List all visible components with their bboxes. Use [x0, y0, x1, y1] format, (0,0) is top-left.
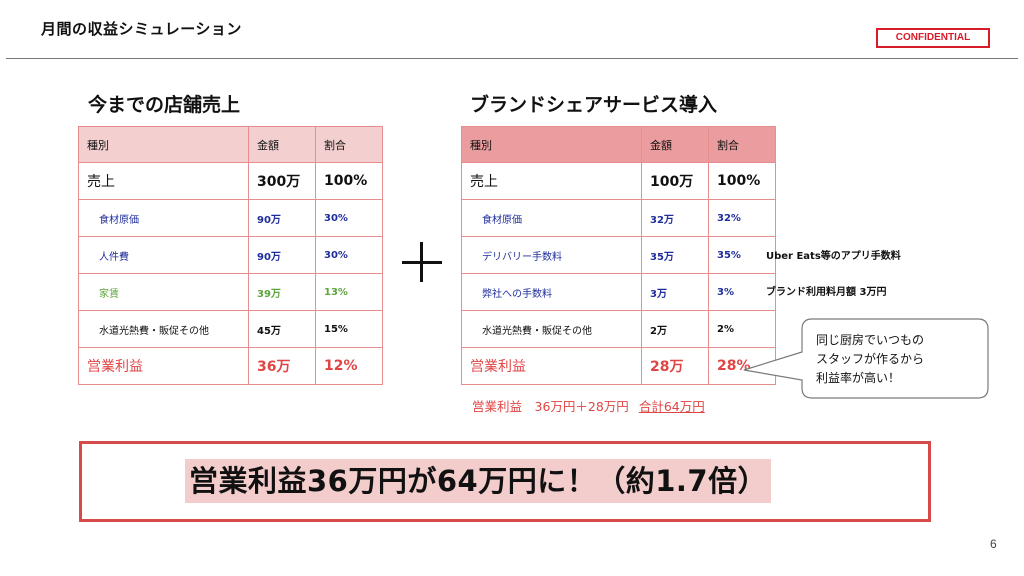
- row-amount: 2万: [641, 310, 709, 348]
- row-label: 営業利益: [461, 347, 642, 385]
- callout-line: 同じ厨房でいつもの: [816, 333, 925, 347]
- table-row: 家賃 39万 13%: [78, 273, 383, 311]
- brand-fee-note: ブランド利用料月額 3万円: [766, 287, 887, 298]
- row-ratio: 100%: [315, 162, 383, 200]
- table-row: 食材原価 90万 30%: [78, 199, 383, 237]
- table-row: 営業利益 36万 12%: [78, 347, 383, 385]
- left-section-heading: 今までの店舗売上: [88, 94, 241, 116]
- table-row: 売上 300万 100%: [78, 162, 383, 200]
- callout-text: 同じ厨房でいつもの スタッフが作るから 利益率が高い！: [816, 331, 924, 388]
- row-ratio: 100%: [708, 162, 776, 200]
- row-label: 売上: [461, 162, 642, 200]
- row-label: 食材原価: [78, 199, 249, 237]
- row-label: 水道光熱費・販促その他: [461, 310, 642, 348]
- brand-share-table: 種別 金額 割合 売上 100万 100% 食材原価 32万 32% デリバリー…: [461, 126, 776, 385]
- speech-bubble-shape: [743, 318, 989, 399]
- column-header-type: 種別: [461, 126, 642, 163]
- row-amount: 3万: [641, 273, 709, 311]
- row-label: 弊社への手数料: [461, 273, 642, 311]
- table-header-row: 種別 金額 割合: [78, 126, 383, 163]
- column-header-ratio: 割合: [315, 126, 383, 163]
- summary-banner-text: 営業利益36万円が64万円に！（約1.7倍）: [185, 459, 772, 503]
- column-header-ratio: 割合: [708, 126, 776, 163]
- row-amount: 300万: [248, 162, 316, 200]
- row-label: 人件費: [78, 236, 249, 274]
- table-row: 営業利益 28万 28%: [461, 347, 776, 385]
- row-ratio: 15%: [315, 310, 383, 348]
- row-label: 家賃: [78, 273, 249, 311]
- table-row: 弊社への手数料 3万 3%: [461, 273, 776, 311]
- callout-bubble: 同じ厨房でいつもの スタッフが作るから 利益率が高い！: [740, 318, 990, 408]
- row-amount: 35万: [641, 236, 709, 274]
- table-row: デリバリー手数料 35万 35%: [461, 236, 776, 274]
- row-amount: 45万: [248, 310, 316, 348]
- row-ratio: 35%: [708, 236, 776, 274]
- row-ratio: 13%: [315, 273, 383, 311]
- table-row: 人件費 90万 30%: [78, 236, 383, 274]
- row-label: デリバリー手数料: [461, 236, 642, 274]
- row-amount: 90万: [248, 199, 316, 237]
- profit-sum-total: 合計64万円: [638, 399, 705, 414]
- row-ratio: 32%: [708, 199, 776, 237]
- row-label: 売上: [78, 162, 249, 200]
- right-section-heading: ブランドシェアサービス導入: [470, 94, 718, 116]
- callout-line: 利益率が高い！: [816, 371, 901, 385]
- row-ratio: 30%: [315, 199, 383, 237]
- table-row: 売上 100万 100%: [461, 162, 776, 200]
- row-amount: 100万: [641, 162, 709, 200]
- plus-icon: [398, 238, 446, 286]
- summary-banner: [79, 441, 931, 522]
- profit-sum: 営業利益 36万円＋28万円 合計64万円: [472, 396, 705, 415]
- confidential-badge: CONFIDENTIAL: [876, 28, 990, 48]
- callout-line: スタッフが作るから: [816, 352, 925, 366]
- header-divider: [6, 58, 1018, 59]
- row-amount: 90万: [248, 236, 316, 274]
- column-header-type: 種別: [78, 126, 249, 163]
- column-header-amount: 金額: [641, 126, 709, 163]
- row-label: 食材原価: [461, 199, 642, 237]
- table-row: 水道光熱費・販促その他 2万 2%: [461, 310, 776, 348]
- table-row: 水道光熱費・販促その他 45万 15%: [78, 310, 383, 348]
- row-ratio: 12%: [315, 347, 383, 385]
- row-label: 水道光熱費・販促その他: [78, 310, 249, 348]
- row-amount: 32万: [641, 199, 709, 237]
- delivery-fee-note: Uber Eats等のアプリ手数料: [766, 251, 901, 262]
- current-sales-table: 種別 金額 割合 売上 300万 100% 食材原価 90万 30% 人件費 9…: [78, 126, 383, 385]
- page-number: 6: [990, 537, 997, 551]
- row-label: 営業利益: [78, 347, 249, 385]
- row-amount: 39万: [248, 273, 316, 311]
- table-row: 食材原価 32万 32%: [461, 199, 776, 237]
- row-ratio: 30%: [315, 236, 383, 274]
- row-amount: 36万: [248, 347, 316, 385]
- profit-sum-text: 営業利益 36万円＋28万円: [472, 399, 629, 414]
- table-header-row: 種別 金額 割合: [461, 126, 776, 163]
- column-header-amount: 金額: [248, 126, 316, 163]
- page-title: 月間の収益シミュレーション: [41, 20, 242, 38]
- row-amount: 28万: [641, 347, 709, 385]
